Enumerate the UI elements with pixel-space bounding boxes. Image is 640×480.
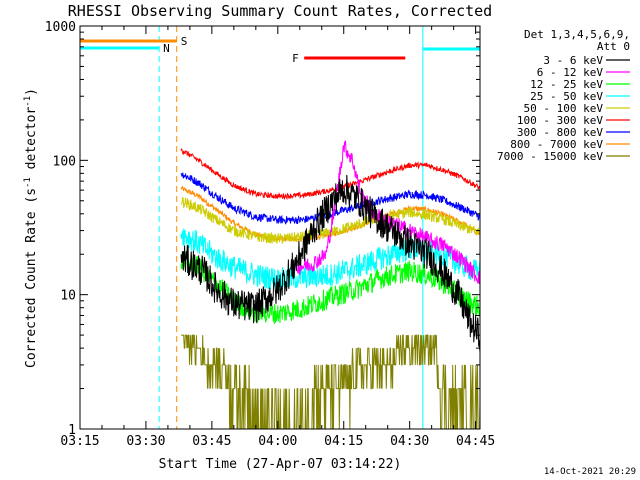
y-tick-label: 100 [53,154,76,169]
x-tick-label: 04:30 [390,434,429,449]
timestamp: 14-Oct-2021 20:29 [544,467,636,477]
series-line-8 [181,334,480,429]
chart-title: RHESSI Observing Summary Count Rates, Co… [68,2,492,20]
legend-label-5: 100 - 300 keV [517,114,603,127]
legend-header-1: Det 1,3,4,5,6,9, [524,28,630,41]
x-tick-label: 03:15 [60,434,99,449]
legend-label-0: 3 - 6 keV [543,54,603,67]
series-line-1 [294,140,480,285]
state-bar-label-F: F [292,52,299,65]
legend-label-6: 300 - 800 keV [517,126,603,139]
y-tick-label: 1 [68,423,76,438]
legend-label-1: 6 - 12 keV [537,66,604,79]
legend-label-4: 50 - 100 keV [524,102,604,115]
y-axis-label: Corrected Count Rate (s-1 detector-1) [23,88,39,368]
series-line-0 [180,174,480,352]
legend-label-3: 25 - 50 keV [530,90,603,103]
x-tick-label: 04:15 [324,434,363,449]
legend-label-8: 7000 - 15000 keV [497,150,603,163]
legend-label-2: 12 - 25 keV [530,78,603,91]
x-tick-label: 03:45 [192,434,231,449]
legend-header-2: Att 0 [597,40,630,53]
y-label-mid: detector [24,107,39,178]
y-label-end: ) [24,88,39,96]
y-label-sup2: -1 [23,96,33,107]
x-tick-label: 04:45 [456,434,495,449]
series-line-4 [180,196,480,244]
series-line-6 [180,172,480,225]
y-tick-label: 1000 [45,20,76,35]
y-tick-label: 10 [60,289,76,304]
x-axis-label: Start Time (27-Apr-07 03:14:22) [159,457,402,472]
legend-label-7: 800 - 7000 keV [510,138,603,151]
y-label-sup1: -1 [23,177,33,188]
y-label-main: Corrected Count Rate (s [24,188,39,368]
plot-frame [79,25,481,430]
state-bar-label-S: S [181,35,188,48]
x-tick-label: 03:30 [126,434,165,449]
x-tick-label: 04:00 [258,434,297,449]
state-bar-label-N: N [163,42,170,55]
